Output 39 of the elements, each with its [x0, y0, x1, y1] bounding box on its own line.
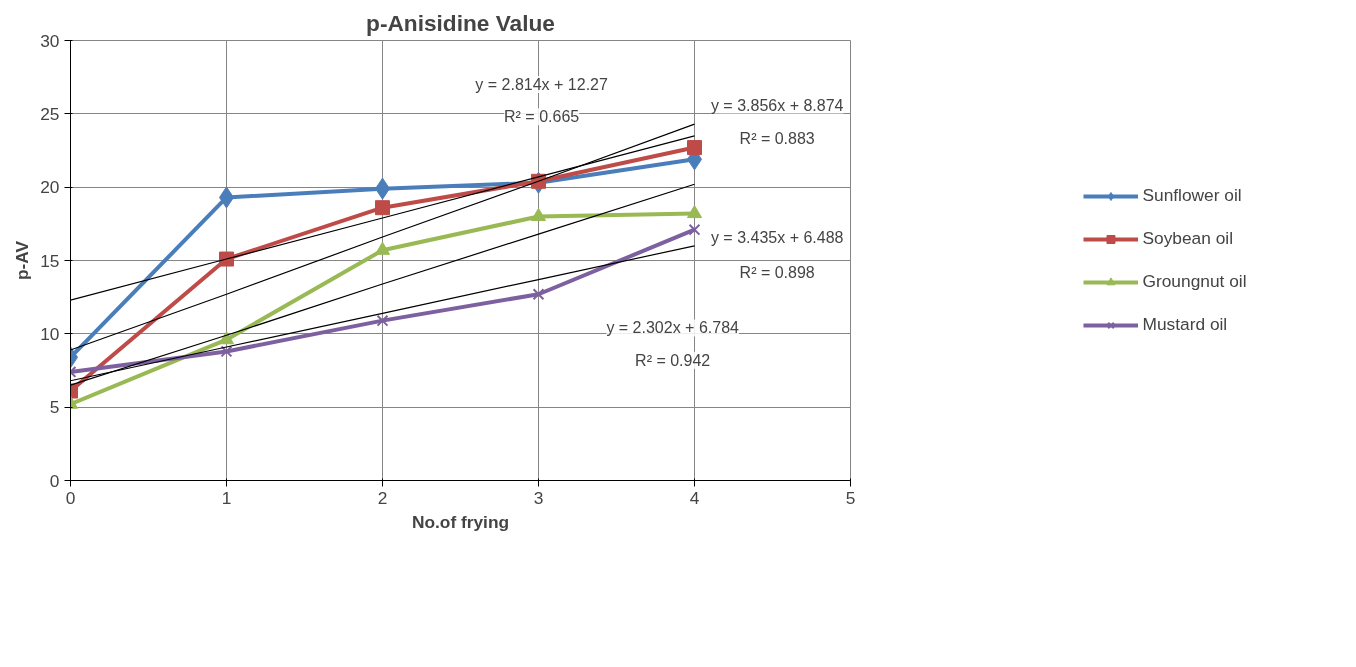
- legend-label: Groungnut oil: [1142, 271, 1247, 292]
- annotation: R² = 0.898: [739, 263, 815, 281]
- annotation: R² = 0.883: [739, 130, 815, 148]
- point: [375, 241, 390, 255]
- annotation: R² = 0.942: [635, 351, 711, 369]
- y-tick-label: 10: [40, 323, 60, 344]
- x-tick-label: 5: [845, 487, 856, 508]
- point: [375, 200, 390, 216]
- x-tick-label: 0: [65, 487, 76, 508]
- annotation: y = 3.435x + 6.488: [710, 228, 844, 246]
- point: [220, 345, 233, 358]
- x-tick-label: 3: [533, 487, 544, 508]
- x-tick-label: 1: [221, 487, 232, 508]
- legend-label: Soybean oil: [1142, 228, 1234, 249]
- x-axis-title: No.of frying: [411, 511, 510, 532]
- x-tick-label: 4: [689, 487, 700, 508]
- point: [531, 207, 546, 222]
- annotation: y = 2.302x + 6.784: [606, 319, 740, 337]
- point: [687, 140, 702, 156]
- point: [532, 288, 545, 301]
- point: [687, 204, 702, 219]
- point: [219, 251, 234, 267]
- point: [688, 223, 701, 236]
- annotation: R² = 0.665: [504, 108, 580, 126]
- point: [219, 331, 234, 345]
- legend-label: Mustard oil: [1142, 314, 1228, 335]
- x-tick-label: 2: [377, 487, 388, 508]
- y-tick-label: 5: [49, 397, 60, 418]
- y-tick-label: 15: [40, 250, 60, 271]
- point: [376, 314, 389, 327]
- y-axis-title: p-AV: [12, 240, 33, 281]
- annotation: y = 3.856x + 8.874: [710, 96, 844, 114]
- y-tick-label: 0: [49, 470, 60, 491]
- legend-label: Sunflower oil: [1142, 185, 1242, 206]
- chart-title: p-Anisidine Value: [366, 9, 555, 36]
- y-tick-label: 20: [40, 177, 60, 198]
- y-tick-label: 30: [40, 30, 60, 51]
- y-tick-label: 25: [40, 103, 60, 124]
- annotation: y = 2.814x + 12.27: [475, 76, 608, 93]
